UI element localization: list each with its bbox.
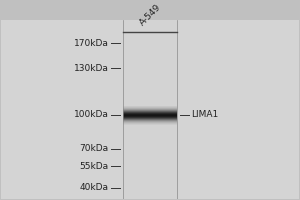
Text: 130kDa: 130kDa [74,64,108,73]
Text: A-549: A-549 [137,2,163,27]
Text: 70kDa: 70kDa [79,144,108,153]
Text: 40kDa: 40kDa [80,183,108,192]
Text: 100kDa: 100kDa [74,110,108,119]
Text: 170kDa: 170kDa [74,39,108,48]
Text: LIMA1: LIMA1 [192,110,219,119]
Text: 55kDa: 55kDa [79,162,108,171]
